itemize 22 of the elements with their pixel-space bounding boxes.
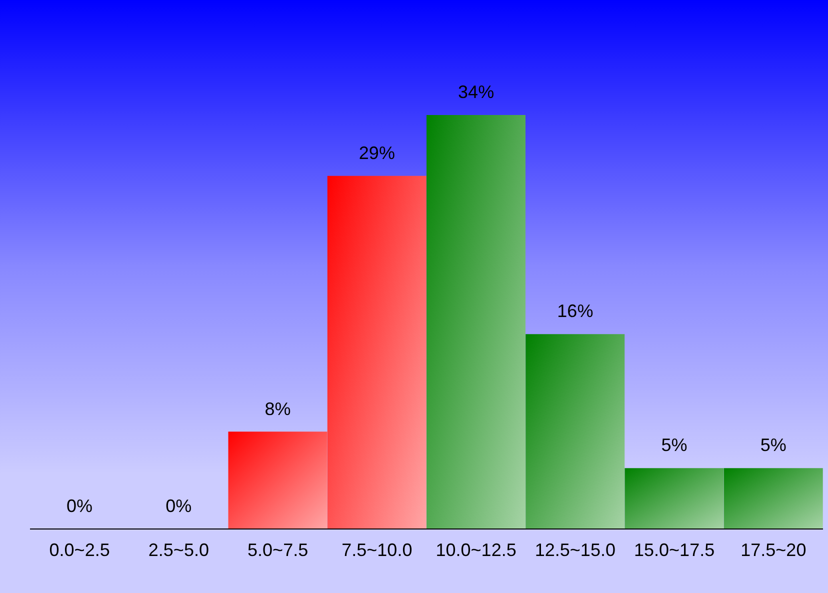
data-label: 0%	[164, 495, 193, 517]
data-label: 5%	[660, 434, 688, 456]
x-tick-label: 15.0~17.5	[634, 540, 715, 560]
x-tick-label: 17.5~20	[740, 540, 806, 560]
bar	[426, 115, 526, 529]
bar	[624, 468, 724, 529]
data-label: 34%	[457, 81, 496, 103]
x-tick-label: 0.0~2.5	[49, 540, 110, 560]
bar	[724, 468, 823, 529]
x-tick-label: 7.5~10.0	[342, 540, 412, 560]
x-tick-label: 12.5~15.0	[534, 540, 616, 560]
bar	[327, 176, 426, 529]
data-label: 0%	[66, 495, 94, 517]
x-tick-label: 10.0~12.5	[436, 540, 516, 560]
data-label: 5%	[759, 434, 788, 456]
bar	[228, 432, 328, 529]
bar	[526, 334, 625, 529]
data-label: 29%	[358, 142, 396, 164]
x-tick-label: 2.5~5.0	[148, 540, 209, 560]
data-label: 16%	[556, 300, 594, 322]
x-tick-label: 5.0~7.5	[248, 540, 308, 560]
data-label: 8%	[264, 398, 292, 420]
